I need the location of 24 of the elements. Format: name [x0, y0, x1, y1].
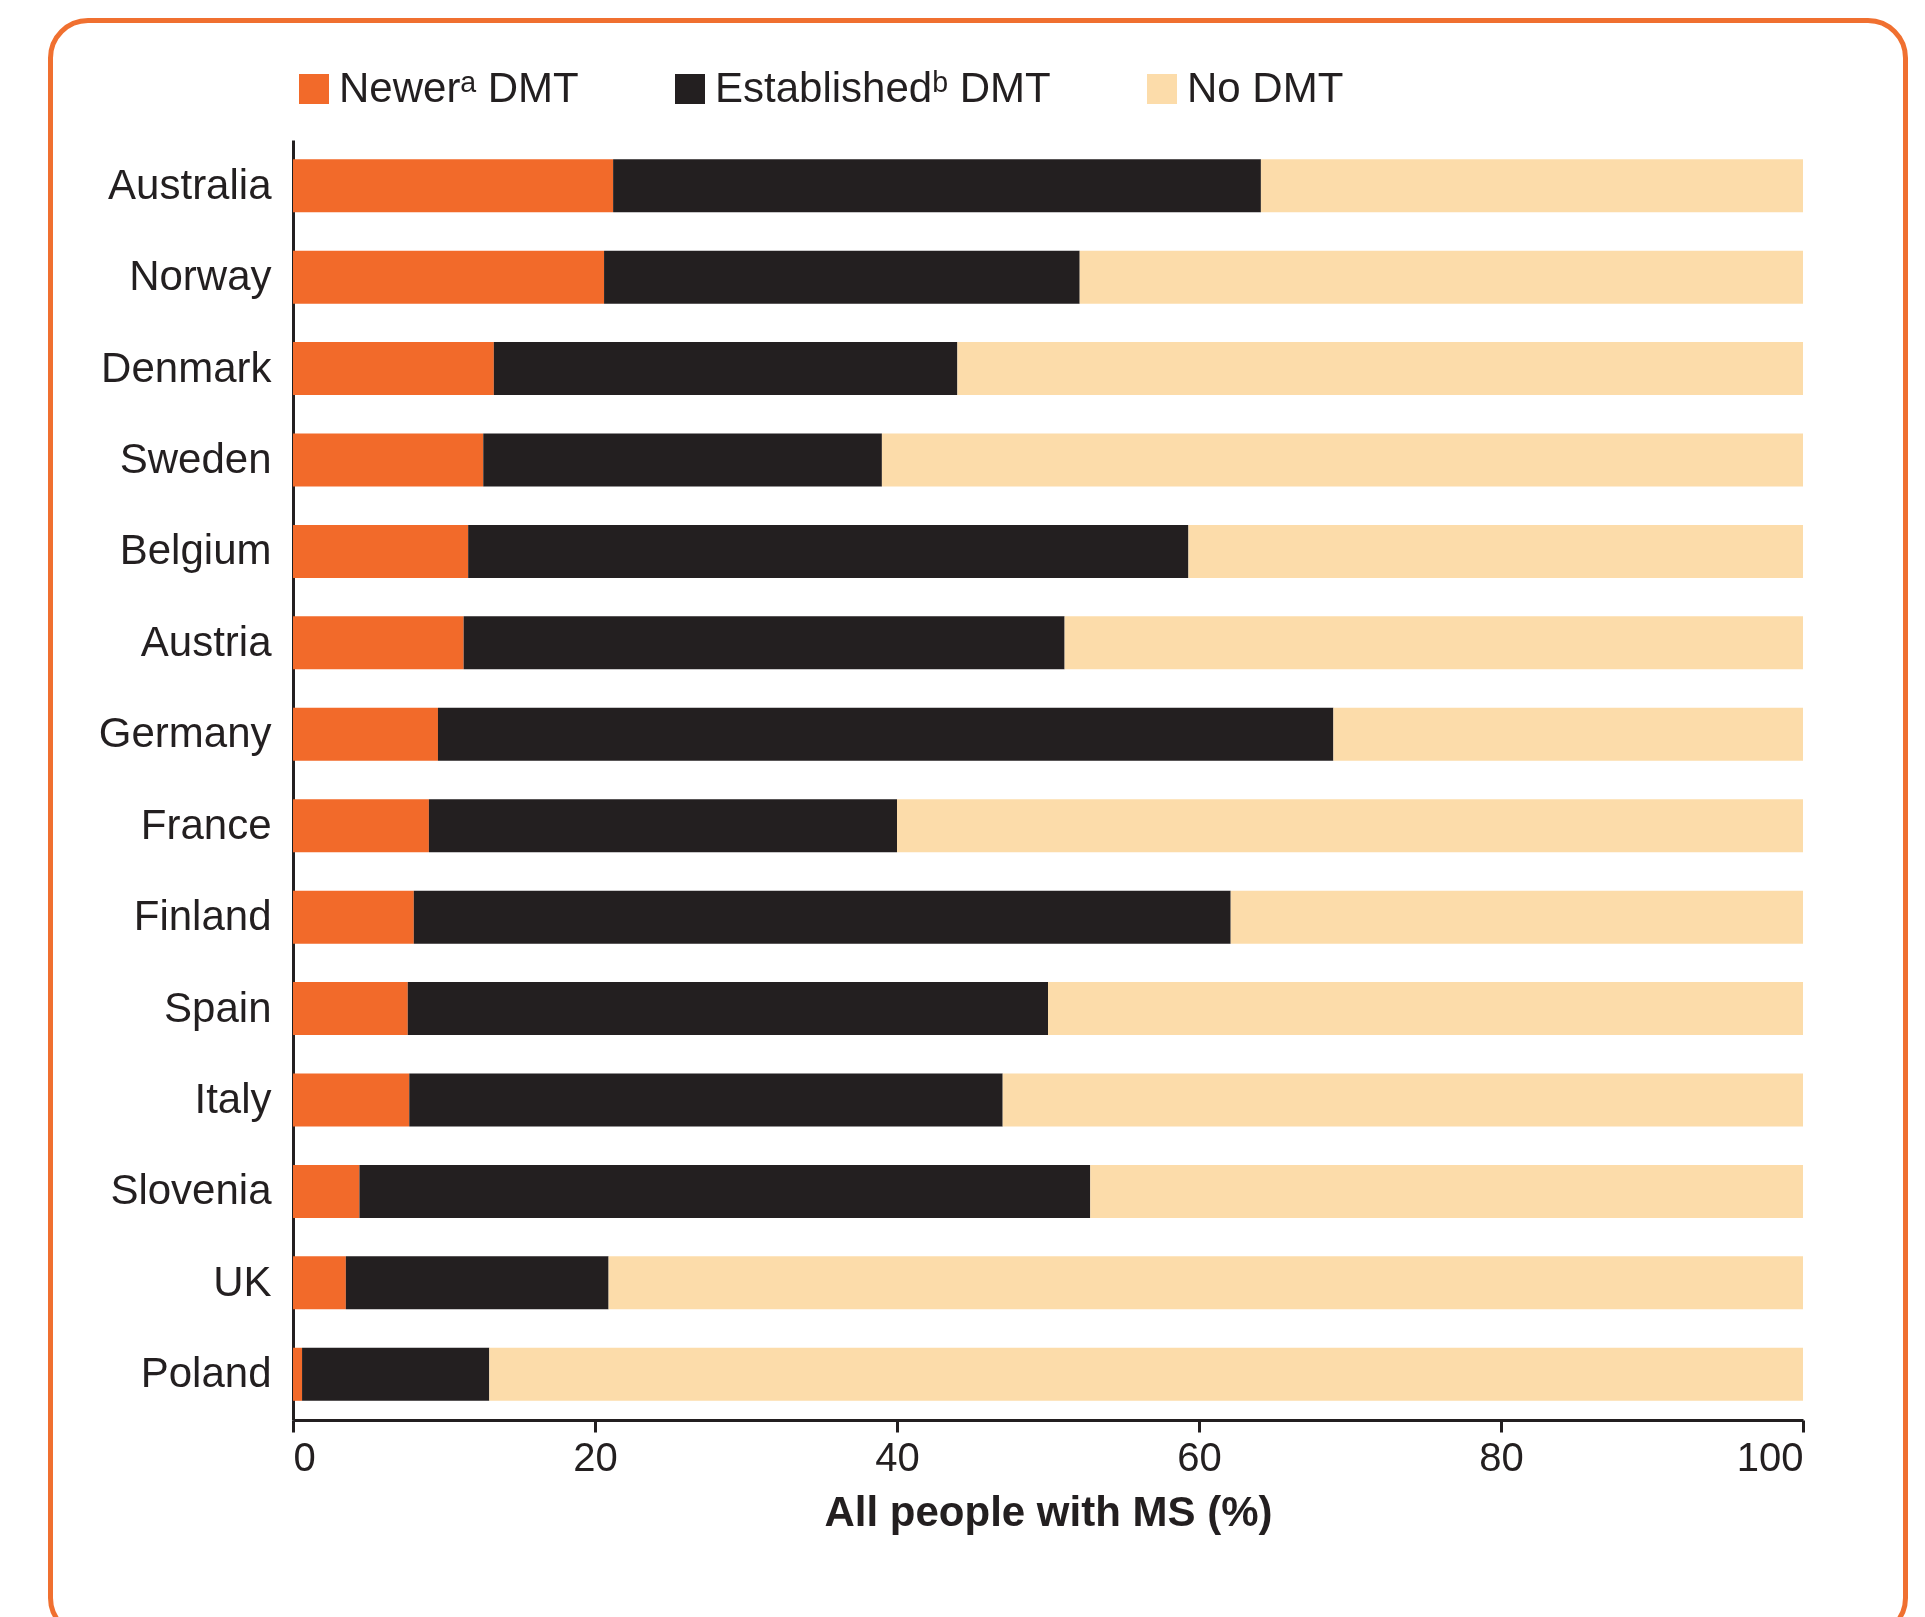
y-tick-label: Australia: [108, 160, 273, 208]
x-axis-title: All people with MS (%): [824, 1487, 1273, 1535]
legend-label: No DMT: [1187, 64, 1344, 111]
legend-label: Newerᵃ DMT: [339, 64, 579, 111]
x-tick-label: 80: [1479, 1434, 1524, 1479]
y-tick-label: Poland: [140, 1349, 272, 1397]
y-tick-label: Sweden: [119, 435, 272, 482]
x-tick-label: 40: [875, 1434, 920, 1479]
x-tick-label: 0: [293, 1434, 316, 1479]
x-tick-label: 100: [1736, 1434, 1804, 1479]
y-tick-label: Denmark: [101, 343, 273, 391]
y-tick-label: UK: [213, 1257, 272, 1305]
y-tick-label: France: [140, 800, 272, 848]
y-tick-label: Belgium: [119, 526, 272, 574]
y-tick-label: Finland: [133, 892, 272, 940]
y-tick-label: Slovenia: [110, 1166, 273, 1214]
y-tick-label: Spain: [164, 983, 272, 1031]
y-tick-label: Italy: [194, 1075, 272, 1122]
x-tick-label: 60: [1177, 1434, 1222, 1479]
y-tick-label: Norway: [129, 252, 272, 300]
y-tick-label: Germany: [98, 709, 272, 757]
x-tick-label: 20: [573, 1434, 618, 1479]
y-tick-label: Austria: [140, 617, 273, 665]
legend-label: Establishedᵇ DMT: [715, 64, 1051, 111]
